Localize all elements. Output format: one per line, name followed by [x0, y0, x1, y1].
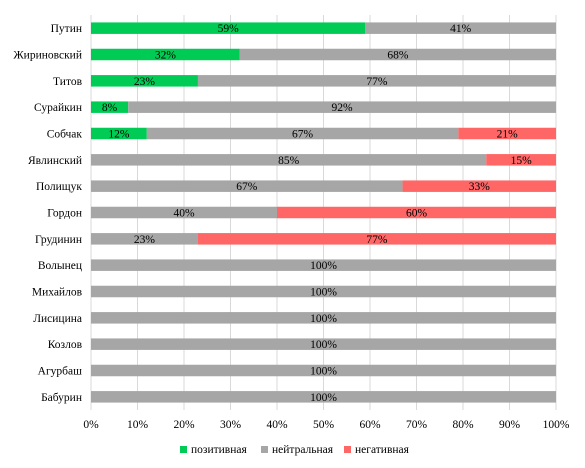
x-tick-label: 30%	[220, 419, 242, 431]
data-label: 67%	[236, 181, 258, 193]
legend-label: нейтральная	[272, 444, 334, 456]
x-tick-label: 10%	[127, 419, 149, 431]
x-tick-label: 100%	[543, 419, 570, 431]
data-label: 100%	[310, 260, 337, 272]
category-label: Козлов	[48, 339, 83, 351]
category-label: Грудинин	[35, 234, 82, 246]
bar-segment	[91, 391, 556, 403]
bar-segment	[146, 127, 459, 140]
data-label: 100%	[310, 366, 337, 378]
data-label: 23%	[134, 76, 156, 88]
data-label: 100%	[310, 339, 337, 351]
bar-segment	[91, 285, 556, 298]
bar-segment	[91, 101, 129, 113]
data-label: 32%	[155, 50, 177, 62]
bar-segment	[91, 312, 556, 324]
data-label: 77%	[366, 76, 388, 88]
category-label: Михайлов	[32, 287, 83, 299]
data-label: 40%	[173, 208, 195, 220]
bar-segment	[91, 233, 198, 245]
x-tick-label: 60%	[359, 419, 381, 431]
data-label: 85%	[278, 155, 300, 167]
category-label: Путин	[51, 23, 82, 35]
bar-segment	[91, 22, 366, 34]
legend-swatch	[344, 446, 351, 453]
x-tick-label: 90%	[499, 419, 521, 431]
bar-segment	[91, 75, 198, 87]
bar-segment	[239, 48, 557, 61]
data-label: 77%	[366, 234, 388, 246]
bar-segment	[458, 127, 556, 140]
bar-segment	[91, 364, 556, 377]
category-label: Гордон	[47, 208, 82, 220]
category-label: Полищук	[36, 181, 82, 193]
data-label: 8%	[102, 102, 118, 114]
category-axis: Путин Жириновский Титов Сурайкин Собчак Явлин…	[13, 23, 82, 404]
category-label: Собчак	[47, 129, 83, 141]
bar-segment	[197, 233, 556, 245]
legend-swatch	[261, 446, 268, 453]
data-label: 68%	[387, 50, 409, 62]
data-label: 100%	[310, 287, 337, 299]
data-label: 12%	[108, 129, 130, 141]
bar-segment	[91, 127, 147, 140]
category-label: Титов	[53, 76, 83, 88]
value-axis: 0% 10% 20% 30% 40% 50% 60% 70% 80% 90% 100%	[83, 419, 570, 431]
data-label: 33%	[469, 181, 491, 193]
x-tick-label: 20%	[173, 419, 195, 431]
bar-segment	[365, 22, 556, 34]
category-label: Агурбаш	[38, 366, 82, 378]
category-label: Волынец	[38, 260, 82, 272]
data-label: 100%	[310, 392, 337, 404]
category-label: Бабурин	[41, 392, 82, 404]
data-label: 92%	[332, 102, 354, 114]
data-labels-layer: 59% 41% 32% 68% 23% 77% 8% 92% 12% 67% 21% 85% 15% 67…	[102, 23, 532, 404]
bar-segment	[91, 48, 240, 61]
category-label: Сурайкин	[34, 102, 82, 114]
legend-swatch	[180, 446, 187, 453]
legend-label: позитивная	[191, 444, 247, 456]
bar-segment	[91, 180, 403, 192]
bar-segment	[91, 206, 277, 219]
bar-segment	[197, 75, 556, 87]
bar-segment	[91, 338, 556, 350]
legend-label: негативная	[355, 444, 410, 456]
bar-segment	[486, 154, 556, 166]
bar-segment	[277, 206, 556, 219]
x-tick-label: 40%	[266, 419, 288, 431]
bars-layer	[91, 22, 557, 403]
bar-segment	[402, 180, 556, 192]
data-label: 23%	[134, 234, 156, 246]
data-label: 60%	[406, 208, 428, 220]
x-tick-label: 50%	[313, 419, 335, 431]
category-label: Жириновский	[13, 50, 82, 62]
data-label: 67%	[292, 129, 314, 141]
bar-segment	[91, 154, 487, 166]
x-tick-label: 70%	[406, 419, 428, 431]
bar-segment	[91, 259, 556, 271]
data-label: 15%	[511, 155, 533, 167]
x-tick-label: 0%	[83, 419, 99, 431]
category-label: Лисицина	[33, 313, 82, 325]
legend: позитивная нейтральная негативная	[180, 444, 410, 456]
x-tick-label: 80%	[452, 419, 474, 431]
data-label: 100%	[310, 313, 337, 325]
bar-segment	[128, 101, 556, 113]
category-label: Явлинский	[28, 155, 82, 167]
data-label: 41%	[450, 23, 472, 35]
data-label: 59%	[218, 23, 240, 35]
data-label: 21%	[497, 129, 519, 141]
